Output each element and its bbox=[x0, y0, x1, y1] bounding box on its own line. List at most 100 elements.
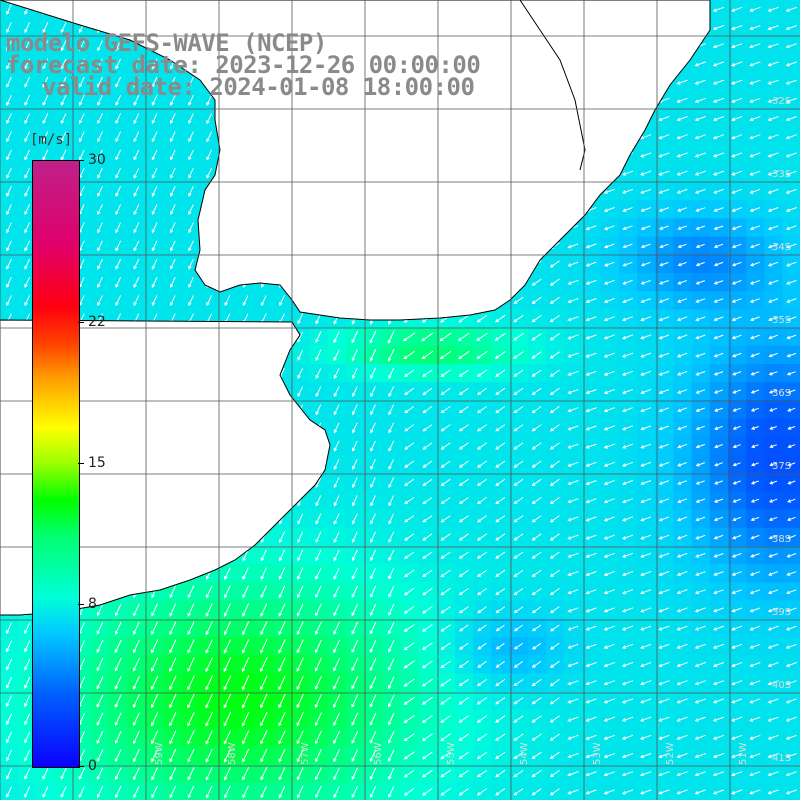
wind-arrow bbox=[97, 167, 103, 179]
wind-arrow bbox=[115, 222, 122, 234]
wind-arrow bbox=[403, 660, 415, 669]
wind-arrow bbox=[458, 606, 469, 614]
wind-arrow bbox=[713, 498, 724, 503]
wind-arrow bbox=[387, 658, 395, 672]
wind-arrow bbox=[6, 3, 12, 15]
wind-arrow bbox=[223, 711, 232, 727]
wind-arrow bbox=[713, 334, 724, 340]
wind-arrow bbox=[351, 639, 359, 654]
wind-arrow bbox=[658, 552, 670, 558]
wind-arrow bbox=[458, 369, 469, 377]
wind-arrow bbox=[278, 585, 286, 599]
wind-arrow bbox=[132, 675, 140, 690]
wind-arrow bbox=[695, 352, 706, 358]
wind-arrow bbox=[188, 94, 194, 106]
wind-arrow bbox=[403, 642, 415, 651]
wind-arrow bbox=[658, 498, 670, 504]
wind-arrow bbox=[422, 660, 433, 669]
wind-arrow bbox=[477, 496, 487, 505]
wind-arrow bbox=[658, 607, 670, 613]
wind-arrow bbox=[6, 58, 12, 70]
wind-arrow bbox=[476, 715, 488, 723]
wind-arrow bbox=[731, 789, 743, 795]
longitude-label: 59W bbox=[154, 742, 165, 765]
wind-arrow bbox=[224, 585, 231, 599]
wind-arrow bbox=[333, 349, 340, 362]
wind-arrow bbox=[6, 222, 12, 234]
wind-arrow bbox=[549, 515, 560, 523]
wind-arrow bbox=[260, 621, 268, 636]
wind-arrow bbox=[333, 531, 340, 544]
latitude-label: 33S bbox=[772, 169, 791, 180]
wind-arrow bbox=[622, 261, 633, 267]
wind-arrow bbox=[732, 516, 742, 522]
wind-arrow bbox=[749, 316, 760, 322]
wind-arrow bbox=[188, 258, 194, 270]
wind-arrow bbox=[388, 786, 395, 798]
wind-arrow bbox=[658, 461, 670, 467]
wind-arrow bbox=[603, 698, 615, 704]
wind-arrow bbox=[658, 316, 670, 322]
wind-arrow bbox=[549, 314, 560, 323]
wind-arrow bbox=[351, 712, 359, 726]
wind-arrow bbox=[297, 331, 304, 343]
wind-arrow bbox=[422, 642, 433, 650]
wind-arrow bbox=[640, 480, 652, 485]
wind-arrow bbox=[333, 330, 340, 344]
wind-arrow bbox=[476, 551, 488, 559]
wind-arrow bbox=[476, 314, 488, 323]
wind-arrow bbox=[440, 678, 451, 687]
wind-arrow bbox=[567, 698, 579, 704]
wind-arrow bbox=[712, 152, 725, 158]
wind-arrow bbox=[640, 643, 652, 649]
wind-arrow bbox=[188, 222, 194, 234]
wind-arrow bbox=[585, 643, 597, 649]
wind-arrow bbox=[585, 316, 597, 322]
wind-arrow bbox=[731, 298, 742, 303]
wind-arrow bbox=[658, 753, 670, 759]
wind-arrow bbox=[370, 549, 376, 562]
wind-arrow bbox=[351, 676, 359, 690]
latitude-label: 39S bbox=[772, 607, 791, 618]
wind-arrow bbox=[531, 314, 542, 323]
wind-arrow bbox=[388, 404, 395, 416]
wind-arrow bbox=[42, 22, 49, 34]
wind-arrow bbox=[279, 295, 285, 307]
wind-arrow bbox=[278, 748, 286, 763]
wind-arrow bbox=[513, 496, 524, 505]
wind-arrow bbox=[387, 694, 395, 708]
wind-arrow bbox=[712, 134, 725, 140]
wind-arrow bbox=[333, 386, 340, 398]
wind-arrow bbox=[260, 567, 267, 580]
wind-arrow bbox=[96, 767, 104, 781]
wind-arrow bbox=[242, 295, 249, 307]
wind-arrow bbox=[785, 79, 797, 85]
wind-arrow bbox=[403, 350, 416, 360]
wind-arrow bbox=[767, 97, 779, 103]
wind-arrow bbox=[585, 298, 597, 304]
wind-arrow bbox=[549, 751, 560, 759]
wind-arrow bbox=[531, 588, 542, 596]
wind-arrow bbox=[223, 730, 232, 745]
wind-arrow bbox=[621, 771, 634, 777]
wind-arrow bbox=[370, 440, 376, 452]
wind-arrow bbox=[476, 533, 488, 541]
wind-arrow bbox=[695, 571, 706, 576]
wind-arrow bbox=[314, 657, 322, 672]
wind-arrow bbox=[731, 316, 742, 322]
wind-arrow bbox=[440, 515, 451, 523]
wind-arrow bbox=[296, 785, 304, 799]
wind-arrow bbox=[297, 531, 304, 544]
wind-arrow bbox=[458, 533, 469, 541]
wind-arrow bbox=[658, 643, 670, 649]
wind-arrow bbox=[6, 40, 12, 52]
wind-arrow bbox=[786, 261, 797, 267]
wind-arrow bbox=[115, 94, 122, 106]
wind-arrow bbox=[297, 349, 304, 361]
wind-arrow bbox=[458, 715, 470, 723]
wind-arrow bbox=[133, 222, 140, 234]
wind-arrow bbox=[42, 767, 49, 780]
wind-arrow bbox=[658, 370, 670, 376]
wind-arrow bbox=[731, 207, 742, 212]
